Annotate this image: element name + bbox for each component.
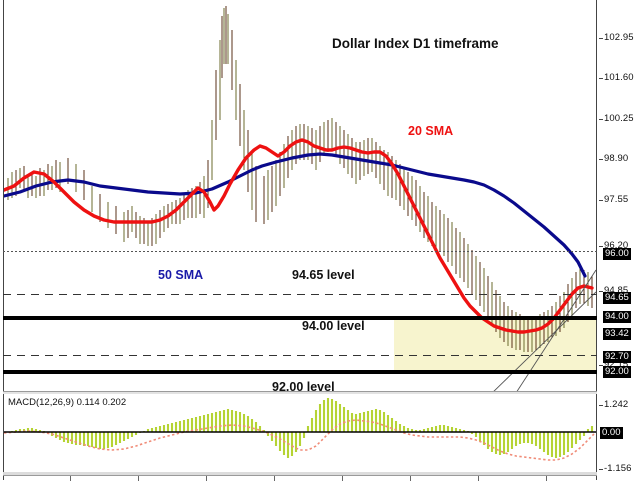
level-line-94-85: [3, 294, 597, 295]
chart-left-border: [3, 0, 4, 480]
x-axis-tick: [70, 476, 71, 481]
x-axis-tick: [206, 476, 207, 481]
x-axis-tick: [546, 476, 547, 481]
trendline-lower: [493, 291, 596, 391]
level-line-92-70: [3, 355, 597, 356]
price-box-92-00: 92.00: [603, 366, 631, 378]
price-tick-92-15: 92.15: [599, 359, 628, 370]
macd-zero-box: 0.00: [600, 427, 623, 439]
price-box-94-00: 94.00: [603, 311, 631, 323]
sma-20-line: [4, 138, 594, 334]
x-axis-tick: [138, 476, 139, 481]
ascending-trend-channel: [493, 269, 596, 391]
macd-readout: MACD(12,26,9) 0.114 0.202: [8, 397, 127, 408]
level-line-92-00: [3, 370, 597, 374]
candlestick-series: [7, 6, 593, 352]
price-tick-98-90: 98.90: [599, 153, 628, 164]
x-axis-tick: [274, 476, 275, 481]
macd-panel-top-shade: [3, 392, 597, 394]
trendline-upper: [516, 269, 596, 391]
annotation-level-92-00: 92.00 level: [272, 380, 335, 394]
sma-50-line: [4, 152, 587, 278]
x-axis-tick: [342, 476, 343, 481]
annotation-level-94-00: 94.00 level: [302, 319, 365, 333]
x-axis-tick: [410, 476, 411, 481]
macd-panel-bottom-shade: [3, 472, 597, 475]
price-tick-97-55: 97.55: [599, 194, 628, 205]
price-box-92-70: 92.70: [603, 351, 631, 363]
macd-tick-upper: 1.242: [599, 399, 628, 410]
annotation-sma-50: 50 SMA: [158, 268, 204, 282]
price-tick-101-60: 101.60: [599, 72, 634, 83]
price-tick-94-85: 94.85: [599, 285, 628, 296]
price-box-93-42: 93.42: [603, 328, 631, 340]
macd-signal-line: [4, 419, 595, 461]
macd-tick-lower: -1.156: [599, 463, 632, 474]
page-title: Dollar Index D1 timeframe: [332, 36, 499, 51]
price-chart-svg: [4, 6, 596, 391]
macd-histogram: [10, 398, 594, 458]
level-line-96-00: [3, 251, 597, 252]
annotation-sma-20: 20 SMA: [408, 124, 454, 138]
level-line-94-00: [3, 316, 597, 320]
chart-right-border: [596, 0, 597, 480]
price-box-96-00: 96.00: [603, 248, 631, 260]
macd-panel-top-border: [3, 391, 597, 392]
x-axis-tick: [478, 476, 479, 481]
macd-chart-svg: [4, 398, 596, 461]
price-tick-100-25: 100.25: [599, 113, 634, 124]
macd-panel-bottom-border: [3, 475, 597, 476]
price-tick-102-95: 102.95: [599, 32, 634, 43]
price-box-94-65: 94.65: [603, 292, 631, 304]
annotation-level-94-65: 94.65 level: [292, 268, 355, 282]
price-tick-96-20: 96.20: [599, 240, 628, 251]
